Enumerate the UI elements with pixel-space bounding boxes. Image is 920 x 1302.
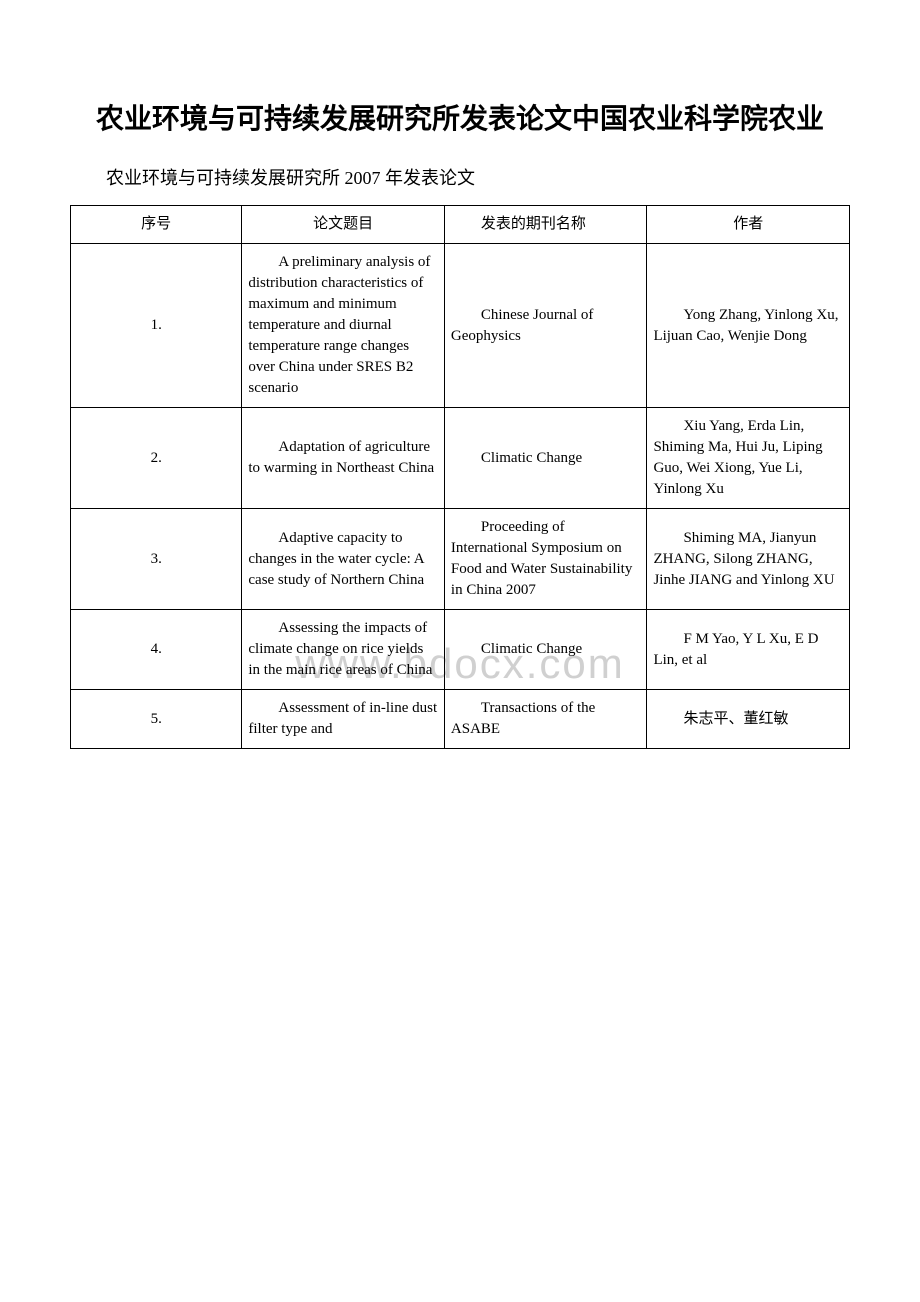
document-subtitle: 农业环境与可持续发展研究所 2007 年发表论文 — [70, 164, 850, 190]
cell-author: Xiu Yang, Erda Lin, Shiming Ma, Hui Ju, … — [647, 408, 850, 509]
cell-title: Adaptive capacity to changes in the wate… — [242, 509, 445, 610]
cell-journal: Climatic Change — [444, 610, 647, 690]
table-row: 1. A preliminary analysis of distributio… — [71, 244, 850, 408]
cell-title: Assessment of in-line dust filter type a… — [242, 690, 445, 749]
cell-num: 2. — [71, 408, 242, 509]
cell-title: A preliminary analysis of distribution c… — [242, 244, 445, 408]
cell-author: F M Yao, Y L Xu, E D Lin, et al — [647, 610, 850, 690]
table-row: 3. Adaptive capacity to changes in the w… — [71, 509, 850, 610]
cell-author: Shiming MA, Jianyun ZHANG, Silong ZHANG,… — [647, 509, 850, 610]
table-header-row: 序号 论文题目 发表的期刊名称 作者 — [71, 206, 850, 244]
cell-journal: Climatic Change — [444, 408, 647, 509]
header-title: 论文题目 — [242, 206, 445, 244]
table-row: 4. Assessing the impacts of climate chan… — [71, 610, 850, 690]
cell-journal: Proceeding of International Symposium on… — [444, 509, 647, 610]
cell-journal: Chinese Journal of Geophysics — [444, 244, 647, 408]
cell-journal: Transactions of the ASABE — [444, 690, 647, 749]
document-title: 农业环境与可持续发展研究所发表论文中国农业科学院农业 — [70, 100, 850, 139]
cell-title: Adaptation of agriculture to warming in … — [242, 408, 445, 509]
header-num: 序号 — [71, 206, 242, 244]
cell-num: 3. — [71, 509, 242, 610]
table-row: 5. Assessment of in-line dust filter typ… — [71, 690, 850, 749]
header-author: 作者 — [647, 206, 850, 244]
cell-num: 5. — [71, 690, 242, 749]
table-row: 2. Adaptation of agriculture to warming … — [71, 408, 850, 509]
papers-table: 序号 论文题目 发表的期刊名称 作者 1. A preliminary anal… — [70, 205, 850, 749]
cell-author: 朱志平、董红敏 — [647, 690, 850, 749]
cell-title: Assessing the impacts of climate change … — [242, 610, 445, 690]
cell-num: 4. — [71, 610, 242, 690]
cell-author: Yong Zhang, Yinlong Xu, Lijuan Cao, Wenj… — [647, 244, 850, 408]
cell-num: 1. — [71, 244, 242, 408]
header-journal: 发表的期刊名称 — [444, 206, 647, 244]
